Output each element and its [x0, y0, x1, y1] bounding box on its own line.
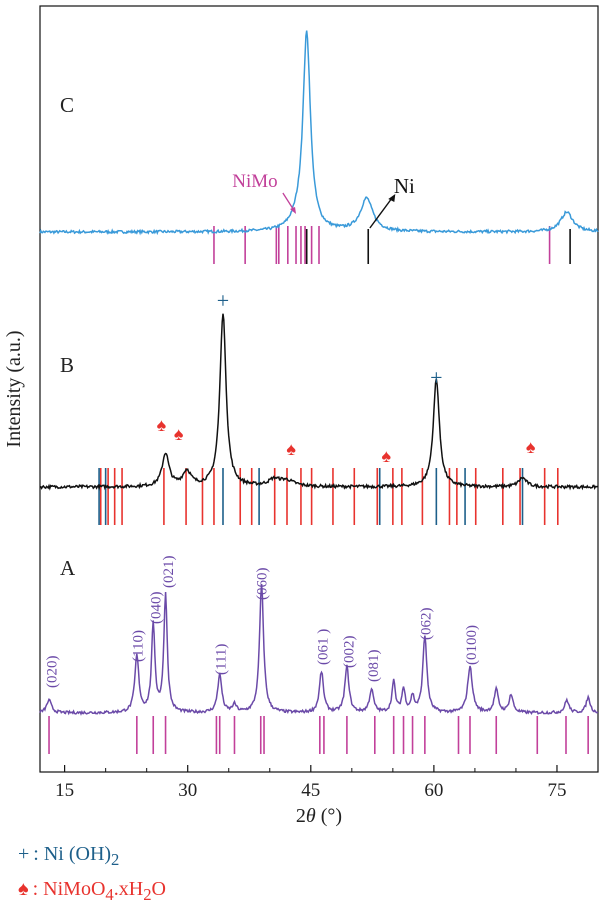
xrd-pattern-c: [39, 30, 599, 236]
annotation-ni-arrowhead: [388, 194, 396, 202]
x-tick-label: 30: [178, 780, 197, 801]
spade-marker: ♠: [286, 439, 296, 459]
legend-ni-oh2: +: Ni (OH)2: [18, 843, 119, 870]
hkl-label: (0100): [464, 625, 480, 665]
hkl-label: (060): [255, 568, 271, 601]
spade-marker: ♠: [526, 437, 536, 457]
spade-marker: ♠: [174, 424, 184, 444]
hkl-label: (081): [366, 650, 382, 683]
plot-frame: [39, 5, 599, 773]
x-axis-label: 2θ (°): [296, 805, 342, 827]
xrd-pattern-b: [39, 313, 599, 491]
plus-marker: +: [217, 288, 229, 313]
panel-label: C: [60, 93, 74, 117]
x-tick-label: 45: [301, 780, 320, 801]
hkl-label: (062): [419, 608, 435, 641]
panel-c: C NiMo Ni: [39, 30, 599, 264]
x-tick-label: 75: [547, 780, 566, 801]
annotation-ni: Ni: [394, 174, 415, 198]
panel-a: A (020) (110)(040) (021) (111) (060) (061 ) (00…: [39, 556, 599, 754]
legend-plus-symbol: +: [18, 843, 30, 865]
legend-nimoo4-text3: O: [151, 878, 166, 900]
panel-b: B + + ♠ ♠ ♠ ♠ ♠: [39, 288, 599, 525]
x-tick-label: 60: [424, 780, 443, 801]
annotation-nimo-arrow: [282, 192, 295, 212]
legend-nimoo4-text2: .xH: [113, 878, 144, 900]
hkl-label: (021): [161, 556, 177, 589]
legend-spade-symbol: ♠: [18, 878, 29, 900]
y-axis-label: Intensity (a.u.): [3, 330, 25, 447]
panel-label: A: [60, 556, 76, 580]
annotation-nimo: NiMo: [232, 171, 277, 192]
hkl-label: (110): [131, 630, 147, 662]
hkl-label: (002): [342, 636, 358, 669]
legend-nimoo4-text: : NiMoO: [32, 878, 106, 900]
annotation-nimo-arrowhead: [290, 207, 297, 214]
xrd-pattern-a: [39, 584, 599, 716]
legend-ni-oh2-text: : Ni (OH): [33, 843, 112, 865]
panel-label: B: [60, 353, 74, 377]
legend-ni-oh2-sub: 2: [111, 850, 120, 869]
legend-nimoo4-sub2: 2: [143, 885, 152, 904]
hkl-label: (040): [149, 592, 165, 625]
spade-marker: ♠: [157, 415, 167, 435]
spade-marker: ♠: [382, 446, 392, 466]
annotation-ni-arrow: [369, 197, 393, 229]
x-tick-label: 15: [55, 780, 74, 801]
legend-nimoo4: ♠: NiMoO4.xH2O: [18, 878, 166, 905]
hkl-label: (061 ): [315, 629, 331, 665]
hkl-label: (111): [214, 644, 230, 675]
legend-nimoo4-sub: 4: [105, 885, 114, 904]
hkl-label: (020): [44, 656, 60, 689]
plus-marker: +: [430, 365, 442, 390]
